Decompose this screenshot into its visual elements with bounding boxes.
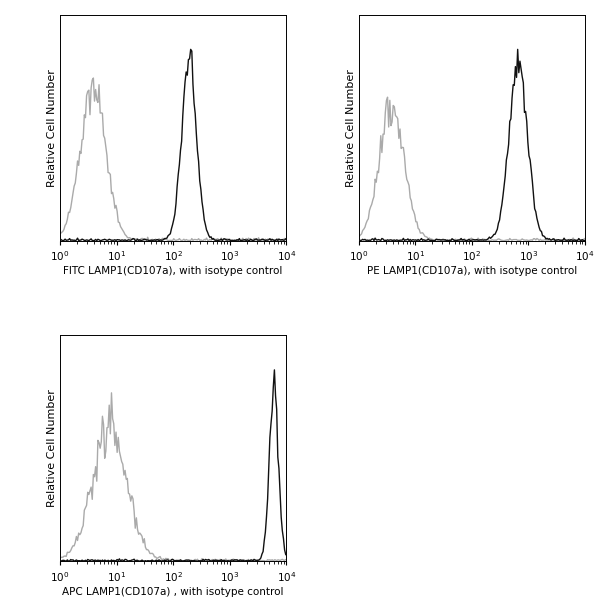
Y-axis label: Relative Cell Number: Relative Cell Number	[346, 69, 356, 187]
X-axis label: PE LAMP1(CD107a), with isotype control: PE LAMP1(CD107a), with isotype control	[367, 266, 577, 276]
Y-axis label: Relative Cell Number: Relative Cell Number	[47, 69, 57, 187]
X-axis label: APC LAMP1(CD107a) , with isotype control: APC LAMP1(CD107a) , with isotype control	[62, 587, 284, 597]
X-axis label: FITC LAMP1(CD107a), with isotype control: FITC LAMP1(CD107a), with isotype control	[64, 266, 283, 276]
Y-axis label: Relative Cell Number: Relative Cell Number	[47, 389, 57, 507]
